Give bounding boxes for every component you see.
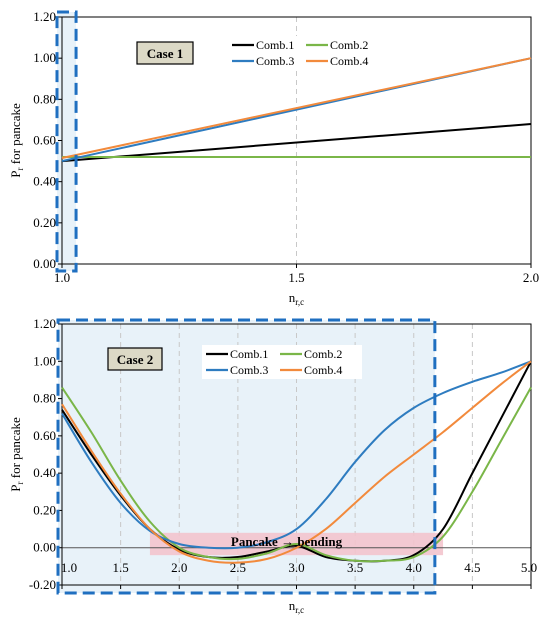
legend-label: Comb.3 [230, 363, 268, 377]
series-line-comb4 [61, 57, 532, 159]
y-axis-label: Pr for pancake [8, 417, 25, 492]
y-tick-label: -0.20 [29, 577, 56, 592]
series-line-comb4 [61, 360, 532, 564]
case-label-box [136, 41, 194, 65]
highlight-region-fill [57, 12, 77, 271]
y-tick-label: 0.20 [33, 502, 56, 517]
x-tick-label: 1.0 [54, 270, 70, 285]
legend-label: Comb.4 [304, 363, 342, 377]
legend-label: Comb.4 [330, 54, 368, 68]
x-tick-label: 2.0 [171, 560, 187, 575]
x-tick-label: 1.5 [113, 560, 129, 575]
legend-label: Comb.1 [256, 38, 294, 52]
x-axis-label: nr,c [289, 598, 304, 615]
x-axis-label: nr,c [289, 290, 304, 307]
legend-label: Comb.2 [330, 38, 368, 52]
case2-chart: -0.20 0.00 0.20 0.40 0.60 0.80 1.00 1.20 1.0 1.5 2… [8, 316, 537, 615]
y-tick-label: 0.60 [33, 133, 56, 148]
case-label: Case 2 [117, 352, 153, 367]
case-label-box [107, 347, 163, 371]
y-axis-label: Pr for pancake [8, 103, 25, 178]
x-tick-label: 1.0 [61, 560, 77, 575]
legend-box [202, 345, 362, 379]
y-tick-label: 1.20 [33, 316, 56, 331]
y-tick-label: 0.40 [33, 465, 56, 480]
x-tick-label: 5.0 [521, 560, 537, 575]
y-tick-label: 0.40 [33, 174, 56, 189]
y-tick-label: 1.00 [33, 50, 56, 65]
case-label: Case 1 [147, 46, 183, 61]
x-tick-label: 3.0 [288, 560, 304, 575]
legend-label: Comb.1 [230, 347, 268, 361]
band-label: Pancake → bending [231, 534, 343, 549]
y-tick-label: 0.00 [33, 540, 56, 555]
legend-label: Comb.3 [256, 54, 294, 68]
y-tick-label: 1.20 [33, 9, 56, 24]
y-tick-label: 0.60 [33, 428, 56, 443]
case1-chart: 0.00 0.20 0.40 0.60 0.80 1.00 1.20 1.0 1.5 2.0 Cas… [8, 9, 539, 307]
y-tick-label: 0.00 [33, 256, 56, 271]
y-tick-label: 0.20 [33, 215, 56, 230]
series-line-comb1 [61, 123, 532, 163]
x-tick-label: 4.0 [406, 560, 422, 575]
series-line-comb2 [61, 386, 532, 563]
x-tick-label: 4.5 [464, 560, 480, 575]
x-tick-label: 1.5 [288, 270, 304, 285]
y-tick-label: 0.80 [33, 391, 56, 406]
x-tick-label: 3.5 [347, 560, 363, 575]
x-tick-label: 2.0 [523, 270, 539, 285]
y-tick-label: 1.00 [33, 353, 56, 368]
legend-label: Comb.2 [304, 347, 342, 361]
x-tick-label: 2.5 [230, 560, 246, 575]
y-tick-label: 0.80 [33, 91, 56, 106]
highlight-region-box [56, 318, 437, 595]
highlight-region-box [55, 10, 78, 273]
legend-box [228, 36, 388, 70]
series-line-comb3 [61, 360, 532, 550]
